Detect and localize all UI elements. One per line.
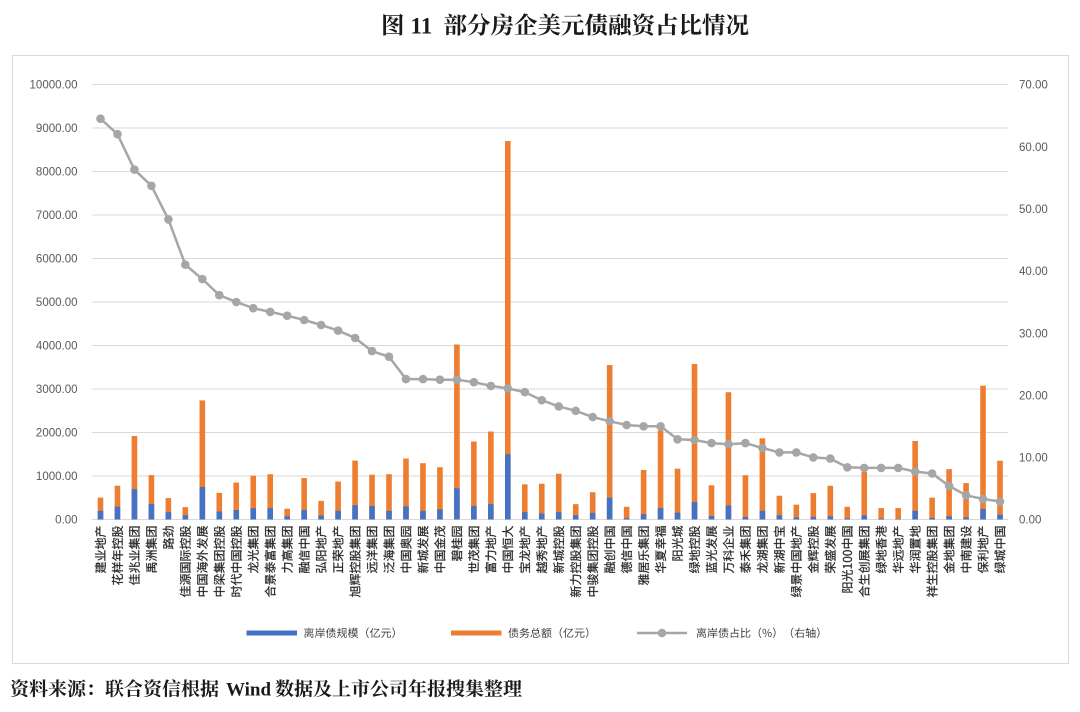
svg-text:70.00: 70.00: [1019, 80, 1048, 92]
svg-text:30.00: 30.00: [1019, 328, 1048, 340]
svg-text:9000.00: 9000.00: [36, 123, 78, 135]
svg-text:2000.00: 2000.00: [36, 428, 78, 440]
svg-text:60.00: 60.00: [1019, 142, 1048, 154]
svg-text:10000.00: 10000.00: [30, 80, 78, 92]
svg-text:20.00: 20.00: [1019, 390, 1048, 402]
svg-text:3000.00: 3000.00: [36, 384, 78, 396]
svg-text:11: 11: [411, 14, 433, 39]
svg-text:6000.00: 6000.00: [36, 254, 78, 266]
svg-text:4000.00: 4000.00: [36, 341, 78, 353]
svg-text:7000.00: 7000.00: [36, 210, 78, 222]
svg-text:0.00: 0.00: [55, 515, 77, 527]
svg-text:50.00: 50.00: [1019, 204, 1048, 216]
svg-text:Wind: Wind: [226, 680, 272, 701]
svg-text:1000.00: 1000.00: [36, 471, 78, 483]
svg-text:0.00: 0.00: [1019, 515, 1041, 527]
svg-text:8000.00: 8000.00: [36, 167, 78, 179]
svg-text:5000.00: 5000.00: [36, 297, 78, 309]
svg-text:40.00: 40.00: [1019, 266, 1048, 278]
svg-text:10.00: 10.00: [1019, 453, 1048, 465]
